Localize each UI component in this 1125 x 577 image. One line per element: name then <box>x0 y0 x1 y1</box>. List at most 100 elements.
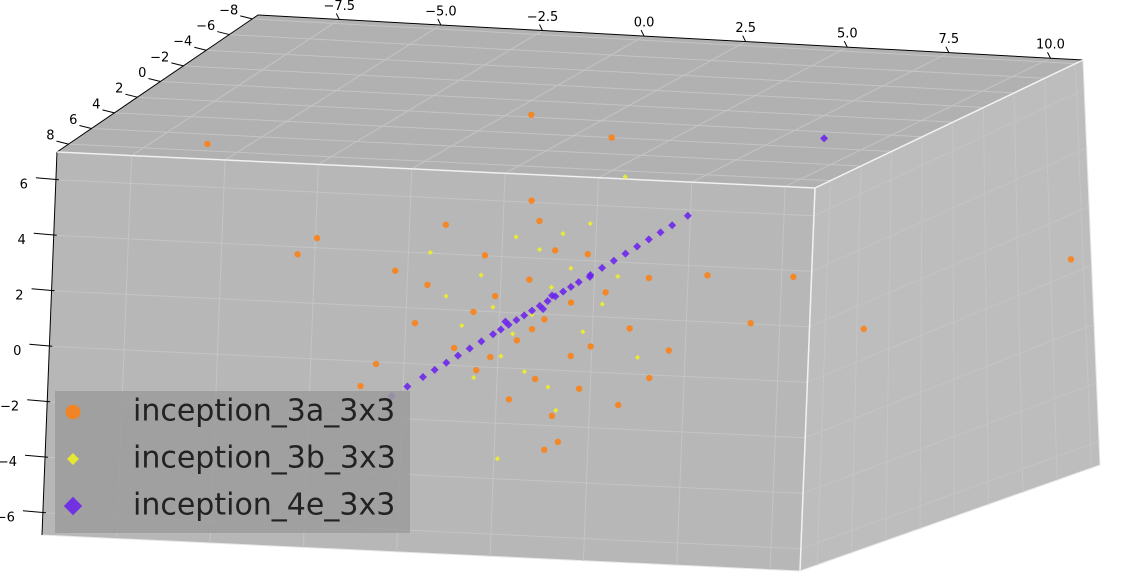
point <box>498 353 504 359</box>
pane-edge <box>799 187 816 572</box>
pane-edge <box>814 59 1084 189</box>
grid-line <box>807 264 1092 383</box>
tick-mark <box>125 93 138 98</box>
legend-marker <box>65 404 81 420</box>
point <box>553 407 559 413</box>
tick-mark <box>33 232 57 236</box>
grid-line <box>800 441 1100 550</box>
grid-line <box>598 46 848 179</box>
point <box>574 278 583 287</box>
y-tick-label: 6 <box>69 113 77 128</box>
grid-line <box>952 122 955 517</box>
point <box>521 369 528 375</box>
point <box>621 249 630 258</box>
point <box>528 325 536 333</box>
point <box>567 352 574 360</box>
point <box>392 267 399 274</box>
point <box>204 140 211 148</box>
point <box>471 374 477 381</box>
point <box>512 316 521 325</box>
point <box>566 282 575 291</box>
point <box>584 250 591 258</box>
tick-mark <box>25 454 49 458</box>
point <box>528 197 535 204</box>
point <box>430 365 439 374</box>
x-tick-label: 5.0 <box>837 27 858 42</box>
point <box>465 344 474 353</box>
point <box>491 292 499 300</box>
point <box>554 438 562 446</box>
y-tick-label: −4 <box>173 35 192 50</box>
tick-mark <box>29 343 53 347</box>
point <box>496 325 505 334</box>
point <box>470 308 477 316</box>
grid-line <box>183 65 984 109</box>
point <box>454 351 463 360</box>
grid-line <box>691 52 950 183</box>
tick-mark <box>56 140 69 145</box>
x-tick-label: 7.5 <box>939 32 960 47</box>
tick-mark <box>22 510 46 514</box>
grid-line <box>91 128 861 167</box>
point <box>580 329 586 335</box>
point <box>541 446 548 453</box>
point <box>481 252 489 259</box>
point <box>450 344 458 352</box>
point <box>528 306 537 315</box>
tick-mark <box>640 29 645 37</box>
tick-mark <box>31 288 55 292</box>
point <box>494 456 501 462</box>
grid-line <box>805 323 1095 439</box>
point <box>820 134 829 143</box>
point <box>683 211 692 220</box>
point <box>704 272 711 279</box>
point <box>747 320 754 327</box>
point <box>608 134 615 141</box>
legend-label: inception_3a_3x3 <box>133 394 395 429</box>
point <box>513 234 519 240</box>
grid-line <box>1044 78 1058 481</box>
point <box>427 249 433 256</box>
axis-line <box>257 14 1084 61</box>
legend-marker <box>67 453 79 465</box>
grid-line <box>811 147 1087 272</box>
point <box>560 230 566 237</box>
x-tick-label: 2.5 <box>735 21 756 36</box>
tick-mark <box>335 13 340 20</box>
z-tick-label: 4 <box>17 233 25 248</box>
grid-line <box>131 19 340 156</box>
grid-line <box>802 382 1097 494</box>
point <box>548 284 555 290</box>
point <box>567 299 575 306</box>
point <box>490 304 496 310</box>
z-tick-label: −6 <box>0 510 15 525</box>
grid-line <box>224 24 442 161</box>
legend: inception_3a_3x3 inception_3b_3x3 inceptio… <box>55 391 410 533</box>
grid-line <box>676 182 693 566</box>
point <box>645 274 653 282</box>
point <box>294 251 301 258</box>
point <box>656 228 665 237</box>
grid-line <box>51 290 810 328</box>
point <box>626 325 633 332</box>
point <box>587 220 593 227</box>
tick-mark <box>217 31 230 36</box>
point <box>602 289 609 296</box>
point <box>568 265 574 271</box>
x-tick-label: −7.5 <box>323 0 355 14</box>
grid-line <box>784 57 1051 188</box>
legend-label: inception_4e_3x3 <box>133 488 395 523</box>
point <box>529 312 535 318</box>
tick-mark <box>148 78 161 83</box>
y-tick-label: −8 <box>219 3 238 18</box>
point <box>543 297 552 306</box>
z-tick-label: 6 <box>20 177 28 192</box>
x-tick-label: 10.0 <box>1036 38 1065 53</box>
y-tick-label: 4 <box>92 97 100 112</box>
grid-line <box>55 179 814 217</box>
point <box>790 273 797 281</box>
point <box>459 322 465 329</box>
point <box>509 331 516 337</box>
point <box>633 242 642 251</box>
